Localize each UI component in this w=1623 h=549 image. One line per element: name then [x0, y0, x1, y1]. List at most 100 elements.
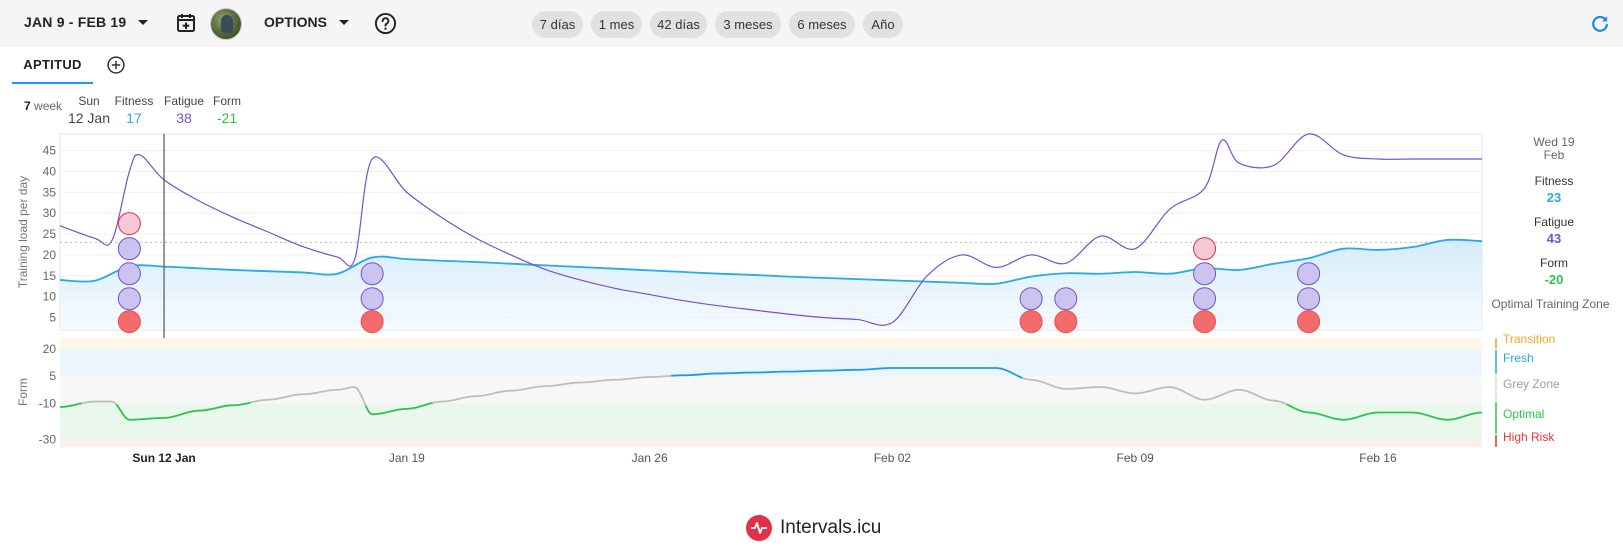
- x-tick-label: Feb 09: [1116, 451, 1154, 465]
- y-tick-label: 45: [43, 144, 57, 158]
- x-tick-label: Jan 19: [389, 451, 425, 465]
- range-year-button[interactable]: Año: [863, 11, 903, 38]
- y-tick-label: 30: [43, 206, 57, 220]
- activity-dot: [117, 287, 141, 311]
- summary-fitness: Fitness 17: [114, 94, 154, 126]
- range-1-month-button[interactable]: 1 mes: [591, 11, 642, 38]
- activity-dot: [117, 310, 141, 334]
- calendar-plus-icon[interactable]: [174, 11, 198, 35]
- options-menu[interactable]: OPTIONS: [264, 14, 350, 30]
- refresh-icon[interactable]: [1589, 13, 1611, 35]
- activity-dot: [1297, 262, 1321, 286]
- form-line-segment: [59, 402, 82, 408]
- activity-dot: [1193, 262, 1217, 286]
- summary-date: Sun 12 Jan: [66, 94, 112, 126]
- y-tick-label: 5: [49, 310, 56, 324]
- date-range-selector[interactable]: JAN 9 - FEB 19: [24, 14, 149, 30]
- help-circle-icon[interactable]: [374, 12, 397, 35]
- summary-fitness-label: Fitness: [114, 94, 154, 108]
- summary-fitness-value: 17: [126, 110, 142, 126]
- caret-down-icon: [138, 19, 149, 25]
- legend-entry: Transition: [1503, 332, 1555, 346]
- range-3-months-button[interactable]: 3 meses: [715, 11, 781, 38]
- week-number: 7: [24, 99, 31, 113]
- range-42-days-button[interactable]: 42 días: [650, 11, 707, 38]
- zone-band: [60, 403, 1482, 440]
- y-tick-label: 25: [43, 227, 57, 241]
- activity-dot: [1193, 310, 1217, 334]
- activity-dot: [117, 262, 141, 286]
- right-fitness-label: Fitness: [1534, 174, 1574, 188]
- activity-dot: [1297, 310, 1321, 334]
- x-tick-label: Feb 16: [1359, 451, 1397, 465]
- activity-dot: [360, 287, 384, 311]
- footer-brand[interactable]: Intervals.icu: [746, 515, 881, 541]
- zone-band: [60, 338, 1482, 349]
- summary-form: Form -21: [210, 94, 244, 126]
- activity-dot: [117, 237, 141, 261]
- date-range-label: JAN 9 - FEB 19: [24, 14, 127, 30]
- activity-dot: [1193, 287, 1217, 311]
- activity-dot: [1019, 287, 1043, 311]
- form-line-segment: [1022, 377, 1288, 406]
- legend-entry: Fresh: [1503, 351, 1534, 365]
- activity-dot: [1193, 237, 1217, 261]
- fatigue-line: [59, 133, 1482, 326]
- top-toolbar: JAN 9 - FEB 19 OPTIONS 7 días 1 mes 42 d…: [0, 0, 1623, 47]
- right-fatigue-label: Fatigue: [1533, 215, 1575, 229]
- tab-bar: APTITUD: [0, 47, 1623, 84]
- add-circle-icon[interactable]: [106, 55, 126, 75]
- form-line-segment: [432, 374, 672, 404]
- form-line-segment: [81, 400, 117, 406]
- form-line-segment: [364, 401, 434, 416]
- brand-name: Intervals.icu: [780, 517, 882, 538]
- range-7-days-button[interactable]: 7 días: [532, 11, 583, 38]
- activity-dot: [1297, 287, 1321, 311]
- activity-dot: [360, 262, 384, 286]
- caret-down-icon: [339, 19, 350, 25]
- y-tick-label: 40: [43, 165, 57, 179]
- summary-fatigue-label: Fatigue: [163, 94, 205, 108]
- week-label: week: [34, 99, 63, 113]
- form-line-segment: [1286, 403, 1483, 421]
- activity-dot: [1054, 310, 1078, 334]
- right-fatigue-value: 43: [1546, 231, 1562, 246]
- y-tick-label: 5: [49, 369, 56, 383]
- summary-form-value: -21: [216, 110, 238, 126]
- legend-entry: High Risk: [1503, 430, 1555, 444]
- activity-dot: [117, 212, 141, 236]
- x-tick-label: Sun 12 Jan: [132, 451, 195, 465]
- summary-day-name: Sun: [78, 94, 100, 108]
- y-axis-label: Training load per day: [16, 176, 30, 288]
- right-panel-zone: Optimal Training Zone: [1491, 297, 1610, 311]
- x-tick-label: Feb 02: [874, 451, 912, 465]
- y-tick-label: 20: [43, 342, 57, 356]
- form-line-segment: [250, 386, 367, 407]
- range-6-months-button[interactable]: 6 meses: [789, 11, 855, 38]
- x-tick-label: Jan 26: [632, 451, 668, 465]
- y-tick-label: 20: [43, 248, 57, 262]
- y-tick-label: 35: [43, 185, 57, 199]
- right-fitness-value: 23: [1546, 190, 1562, 205]
- right-panel-date: Wed 19 Feb: [1485, 136, 1623, 162]
- y-tick-label: -30: [39, 433, 57, 447]
- week-indicator: 7 week: [24, 99, 62, 113]
- activity-dot: [1019, 310, 1043, 334]
- right-form-label: Form: [1540, 256, 1568, 270]
- legend-entry: Grey Zone: [1503, 377, 1560, 391]
- form-line-segment: [671, 367, 1023, 379]
- tab-aptitud[interactable]: APTITUD: [12, 47, 93, 84]
- form-line-segment: [115, 401, 251, 421]
- activity-dot: [360, 310, 384, 334]
- activity-dot: [1054, 287, 1078, 311]
- summary-fatigue: Fatigue 38: [162, 94, 206, 126]
- right-panel-form: Form -20: [1485, 256, 1623, 287]
- avatar[interactable]: [210, 8, 242, 40]
- right-form-value: -20: [1544, 272, 1564, 287]
- summary-date-value: 12 Jan: [67, 110, 111, 126]
- summary-fatigue-value: 38: [176, 110, 192, 126]
- y-tick-label: 10: [43, 290, 57, 304]
- options-label: OPTIONS: [264, 14, 328, 30]
- fitness-line: [59, 238, 1483, 285]
